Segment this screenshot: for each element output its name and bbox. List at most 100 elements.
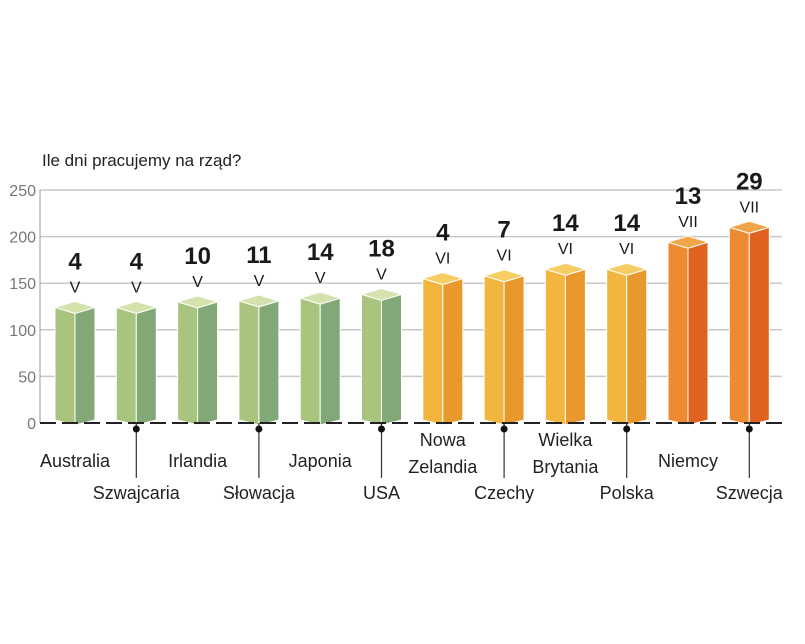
- category-label: Wielka: [538, 430, 593, 450]
- bar: 4V: [114, 248, 159, 426]
- x-tick-label: Wielka Brytania: [532, 430, 599, 477]
- category-label: Irlandia: [168, 451, 228, 471]
- data-label-day: 4: [436, 220, 450, 247]
- bar-front-face: [361, 293, 382, 426]
- x-tick-label: Polska: [600, 423, 655, 503]
- bar-top-face: [237, 294, 281, 308]
- bar-front-face: [54, 306, 76, 426]
- category-label: Niemcy: [658, 451, 718, 471]
- chart-title: Ile dni pracujemy na rząd?: [42, 151, 241, 170]
- data-label-month: V: [376, 266, 387, 283]
- label-leader-dot: [500, 425, 508, 433]
- bar: 14 V: [298, 239, 342, 426]
- category-label: USA: [363, 483, 400, 503]
- data-label-day: 14: [613, 210, 640, 237]
- bar: 13 VII: [666, 183, 710, 426]
- bar-top-face: [727, 220, 772, 234]
- label-leader-dot: [745, 425, 753, 433]
- bar-top-face: [298, 291, 342, 305]
- data-label-month: VII: [678, 214, 698, 231]
- bar-top-face: [421, 272, 465, 286]
- category-label: Czechy: [474, 483, 534, 503]
- category-label: Japonia: [289, 451, 353, 471]
- bar: 7 VI: [482, 217, 526, 426]
- data-label-day: 10: [184, 243, 211, 270]
- bar-top-face: [604, 262, 649, 276]
- bar: 14 VI: [543, 210, 588, 426]
- y-tick-label: 250: [9, 183, 36, 200]
- x-tick-label: USA: [363, 423, 400, 503]
- data-label-day: 29: [736, 168, 763, 195]
- data-label-month: VI: [619, 241, 634, 258]
- data-label-day: 11: [246, 242, 271, 269]
- bar-side-face: [748, 226, 770, 426]
- bar: 18 V: [359, 235, 404, 426]
- data-label-day: 18: [368, 235, 395, 262]
- x-tick-label: Szwajcaria: [93, 423, 181, 503]
- label-leader-dot: [255, 425, 263, 433]
- label-leader-dot: [378, 425, 385, 433]
- gridlines: [39, 189, 782, 423]
- data-label-day: 4: [68, 248, 82, 275]
- bar-front-face: [238, 300, 260, 426]
- y-tick-label: 200: [9, 230, 36, 247]
- bar-side-face: [442, 277, 464, 426]
- bar-side-face: [319, 297, 341, 426]
- data-label-month: V: [254, 273, 265, 290]
- label-leader-dot: [132, 425, 140, 433]
- bar-front-face: [177, 301, 199, 426]
- bar: 29 VII: [727, 168, 772, 426]
- bar-top-face: [359, 287, 404, 301]
- bar-top-face: [543, 262, 588, 276]
- bar: 10 V: [175, 243, 220, 426]
- x-tick-label: Australia: [40, 451, 111, 471]
- category-label: Polska: [600, 483, 655, 503]
- x-axis-labels: Australia Szwajcaria Irlandia Słowacja Japon…: [40, 423, 784, 503]
- x-tick-label: Japonia: [289, 451, 353, 471]
- bar-front-face: [606, 268, 628, 426]
- data-label-day: 7: [497, 217, 510, 244]
- bar-side-face: [626, 268, 648, 426]
- bar: 11 V: [237, 242, 281, 426]
- bar-top-face: [666, 235, 710, 249]
- data-label-month: V: [131, 279, 142, 296]
- bar-side-face: [687, 241, 709, 426]
- x-tick-label: Niemcy: [658, 451, 718, 471]
- bar-side-face: [74, 306, 96, 426]
- category-label: Australia: [40, 451, 111, 471]
- x-tick-label: Słowacja: [223, 423, 296, 503]
- data-label-month: VI: [497, 248, 512, 265]
- bar: 4 VI: [421, 220, 465, 426]
- x-tick-label: Nowa Zelandia: [408, 430, 478, 477]
- bar-side-face: [135, 306, 157, 426]
- x-tick-label: Irlandia: [168, 451, 228, 471]
- data-label-day: 13: [675, 183, 702, 210]
- y-tick-label: 150: [9, 276, 36, 293]
- bar-front-face: [115, 306, 137, 426]
- bar-top-face: [175, 295, 220, 309]
- category-label: Brytania: [532, 457, 599, 477]
- bar-front-face: [299, 297, 321, 426]
- data-label-month: V: [315, 270, 326, 287]
- bar-side-face: [381, 293, 402, 426]
- bar-front-face: [483, 275, 505, 426]
- data-label-month: VI: [558, 241, 573, 258]
- x-tick-label: Szwecja: [716, 423, 784, 503]
- bar: 4V: [53, 248, 97, 426]
- bar-side-face: [503, 275, 525, 426]
- bar-side-face: [197, 301, 219, 426]
- bar: 14 VI: [604, 210, 649, 426]
- bar-top-face: [53, 300, 97, 314]
- category-label: Słowacja: [223, 483, 296, 503]
- data-label-day: 4: [130, 248, 144, 275]
- bar-side-face: [564, 268, 586, 426]
- bar-top-face: [482, 269, 526, 283]
- bar-front-face: [667, 241, 689, 426]
- category-label: Zelandia: [408, 457, 478, 477]
- category-label: Nowa: [420, 430, 467, 450]
- bar-front-face: [422, 277, 444, 426]
- bar-front-face: [544, 268, 566, 426]
- x-tick-label: Czechy: [474, 423, 534, 503]
